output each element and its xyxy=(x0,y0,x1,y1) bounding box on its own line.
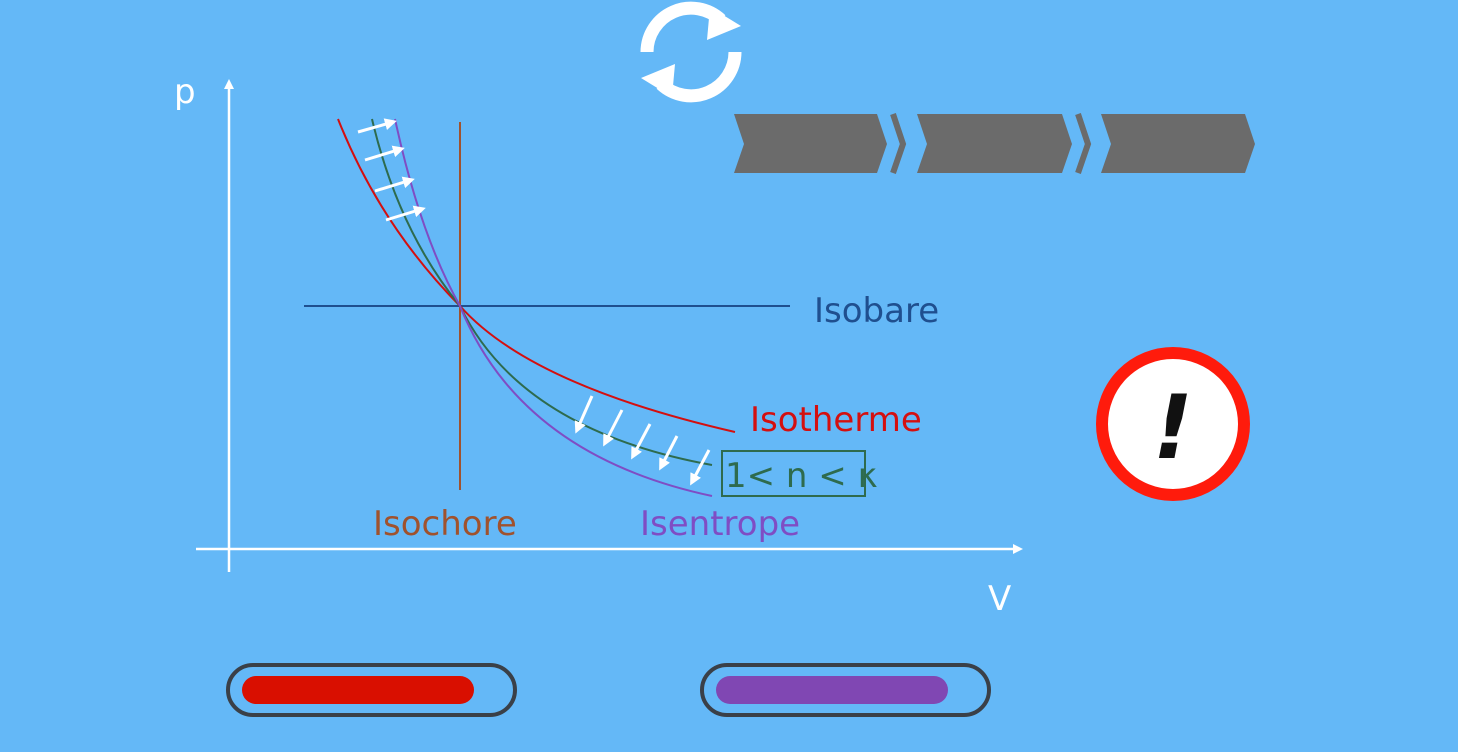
progress-step-2[interactable] xyxy=(917,114,1072,173)
heat-arrows-lower xyxy=(574,395,711,486)
heat-arrow xyxy=(357,118,397,134)
heat-arrow xyxy=(364,145,405,162)
isotherme-label: Isotherme xyxy=(750,400,922,440)
isotherm-slider[interactable] xyxy=(226,663,517,717)
isentrope-curve xyxy=(394,118,713,497)
polytrope-label-box xyxy=(721,450,866,497)
heat-arrow xyxy=(603,409,624,447)
heat-arrows-upper xyxy=(357,118,426,222)
polytrope-label: 1< n < κ xyxy=(725,456,878,496)
slider-track xyxy=(700,663,991,717)
heat-arrow xyxy=(574,395,594,434)
p-axis-label: p xyxy=(174,72,196,112)
step-separator-chevron xyxy=(890,113,907,174)
heat-arrow xyxy=(690,449,711,486)
isobare-label: Isobare xyxy=(814,291,939,331)
warning-glyph: ! xyxy=(1153,376,1193,479)
isotherme-curve xyxy=(337,118,736,433)
reload-icon[interactable] xyxy=(640,1,742,103)
slider-fill xyxy=(716,676,948,704)
warning-ring xyxy=(1096,347,1250,501)
progress-step-1[interactable] xyxy=(734,114,887,173)
progress-step-3[interactable] xyxy=(1101,114,1255,173)
isentrope-slider[interactable] xyxy=(700,663,991,717)
heat-arrow xyxy=(659,435,679,471)
heat-arrow xyxy=(385,205,426,222)
slider-fill xyxy=(242,676,474,704)
heat-arrow xyxy=(374,176,415,193)
step-separator-chevron xyxy=(1075,113,1092,174)
progress-steps xyxy=(734,113,1255,174)
isentrope-label: Isentrope xyxy=(640,504,800,544)
heat-arrow xyxy=(631,423,652,460)
v-axis-label: V xyxy=(988,579,1011,619)
warning-icon[interactable]: ! xyxy=(1096,347,1250,501)
isochore-label: Isochore xyxy=(373,504,517,544)
slider-track xyxy=(226,663,517,717)
